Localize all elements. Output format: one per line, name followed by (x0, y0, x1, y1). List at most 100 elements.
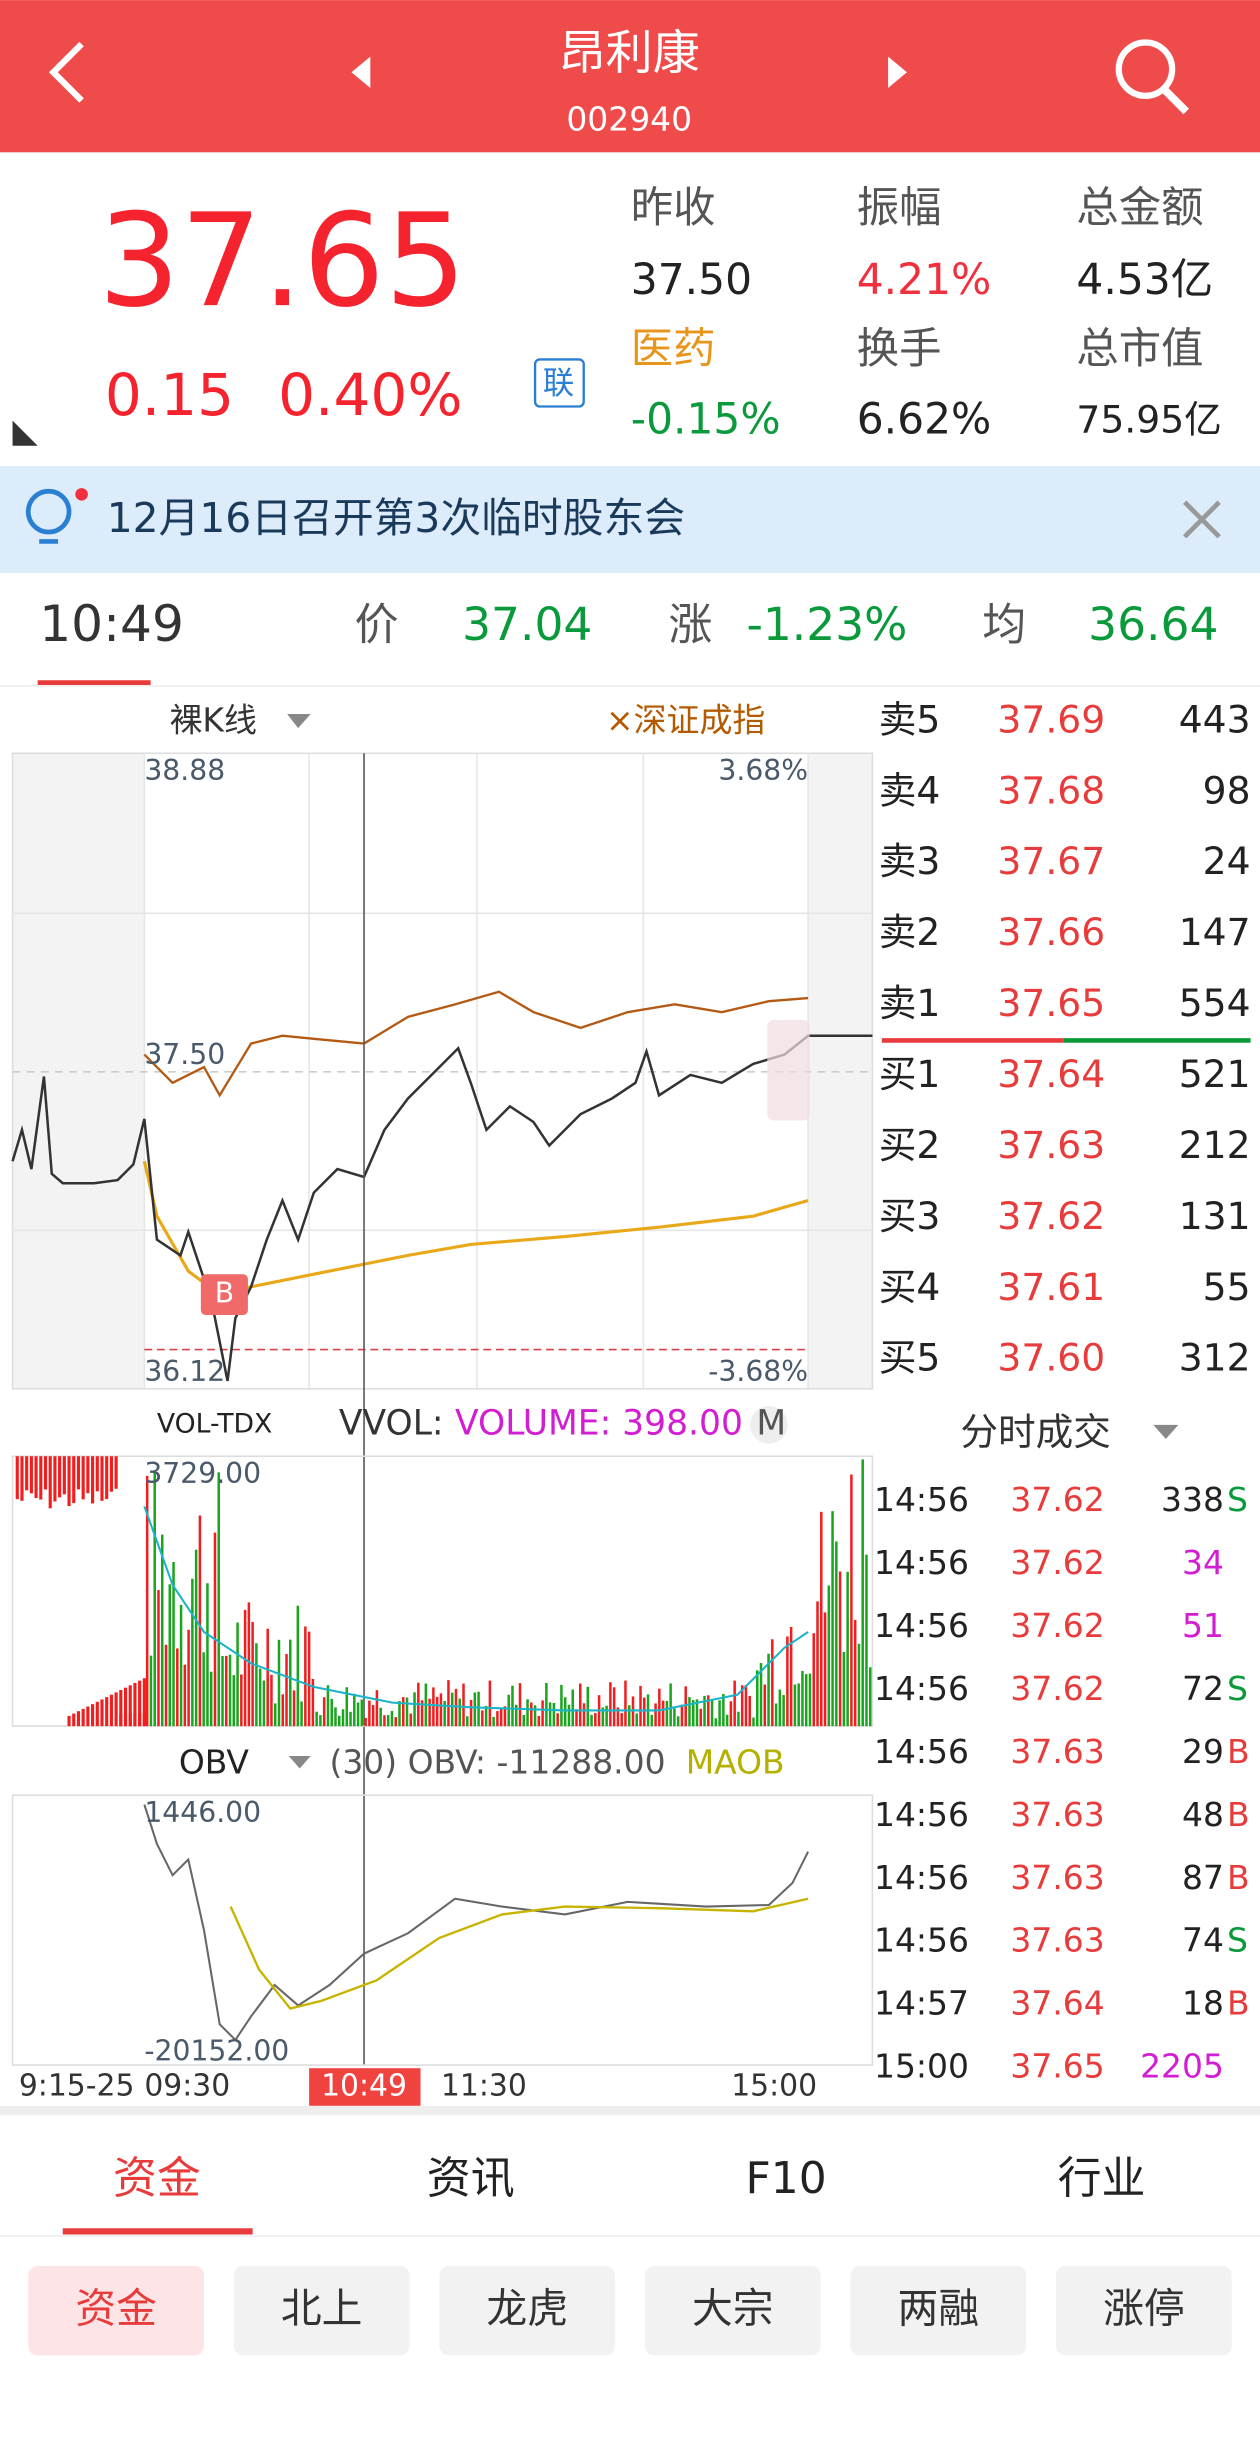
subtab-button[interactable] (233, 2265, 410, 2356)
volume-bar (285, 1654, 288, 1727)
volume-bar (138, 1680, 142, 1727)
volume-bar (247, 1602, 251, 1727)
subtab-label[interactable]: 北上 (281, 2284, 363, 2332)
volume-indicator[interactable]: VOL-TDX (157, 1408, 272, 1439)
trade-price: 37.64 (1010, 1984, 1104, 2023)
obv-name[interactable]: OBV (179, 1742, 250, 1781)
volume-bar (827, 1585, 831, 1727)
subtab-button[interactable] (439, 2265, 616, 2356)
tab[interactable]: 行业 (1058, 2153, 1146, 2204)
next-stock[interactable] (888, 56, 907, 88)
volume-bar (168, 1584, 172, 1727)
volume-bar (67, 1456, 71, 1507)
volume-bar (737, 1711, 740, 1727)
volume-bar (81, 1456, 85, 1500)
volume-bar (194, 1549, 198, 1727)
subtab-label[interactable]: 龙虎 (486, 2284, 568, 2332)
volume-bar (560, 1684, 563, 1727)
volume-bar (439, 1693, 443, 1727)
volume-bar (91, 1456, 95, 1504)
trade-price: 37.63 (1010, 1795, 1104, 1834)
trade-flag: S (1227, 1921, 1248, 1960)
stat-label[interactable]: 医药 (631, 324, 716, 373)
stat-value: 4.53亿 (1076, 255, 1213, 304)
back-button[interactable] (48, 41, 84, 103)
subtab-label[interactable]: 大宗 (692, 2284, 774, 2332)
trades-title[interactable]: 分时成交 (960, 1410, 1111, 1454)
book-price: 37.66 (997, 910, 1105, 954)
last-price: 37.65 (98, 187, 466, 336)
volume-bar (774, 1703, 778, 1727)
volume-bar (345, 1687, 349, 1727)
subtab-button[interactable] (850, 2265, 1027, 2356)
book-level: 卖2 (879, 910, 941, 954)
cursor-change: -1.23% (746, 598, 907, 651)
trade-price: 37.63 (1010, 1858, 1104, 1897)
volume-bar (586, 1686, 590, 1727)
volume-bar (25, 1456, 29, 1491)
volume-bar (273, 1703, 277, 1727)
tab[interactable]: F10 (746, 2153, 827, 2204)
subtab-label[interactable]: 涨停 (1103, 2284, 1185, 2332)
volume-bar (469, 1699, 473, 1727)
volume-bar (481, 1710, 484, 1727)
volume-bar (105, 1456, 109, 1500)
book-price: 37.63 (997, 1123, 1105, 1167)
volume-bar (432, 1687, 435, 1727)
trades-dropdown[interactable] (1153, 1424, 1179, 1439)
volume-bar (353, 1693, 356, 1727)
volume-bar (853, 1620, 857, 1727)
volume-bar (499, 1709, 503, 1727)
volume-bar (356, 1702, 360, 1727)
volume-bar (718, 1700, 721, 1727)
trade-price: 37.62 (1010, 1606, 1104, 1645)
volume-bar (72, 1713, 76, 1727)
trade-time: 14:56 (874, 1921, 969, 1960)
tab[interactable]: 资讯 (427, 2153, 515, 2204)
volume-bar (123, 1687, 128, 1727)
volume-bar (725, 1714, 729, 1727)
volume-bar (695, 1699, 699, 1727)
volume-bar (537, 1715, 541, 1727)
volume-bar (797, 1683, 800, 1727)
close-notice[interactable] (1183, 500, 1221, 539)
volume-bar (684, 1686, 687, 1727)
price-change: 0.15 (105, 361, 234, 429)
trade-time: 14:57 (874, 1984, 969, 2023)
stat-value: 37.50 (631, 255, 752, 304)
volume-bar (488, 1680, 492, 1727)
subtab-label[interactable]: 资金 (75, 2284, 157, 2332)
book-volume: 312 (1179, 1336, 1251, 1380)
volume-bar (533, 1705, 537, 1727)
search-button[interactable] (1115, 39, 1190, 115)
volume-bar (300, 1701, 303, 1727)
volume-bar (270, 1674, 273, 1727)
volume-bar (105, 1697, 109, 1727)
mode-dropdown[interactable] (287, 714, 311, 729)
volume-bar (680, 1704, 684, 1727)
volume-bar (548, 1702, 552, 1727)
notice-bar[interactable] (0, 466, 1260, 573)
volume-bar (39, 1456, 43, 1500)
volume-bar (76, 1456, 81, 1490)
volume-bar (808, 1673, 812, 1727)
subtab-button[interactable] (1056, 2265, 1232, 2356)
volume-bar (209, 1671, 213, 1727)
volume-bar (34, 1456, 38, 1499)
tab[interactable]: 资金 (113, 2153, 201, 2204)
overlay-index[interactable]: ×深证成指 (606, 700, 765, 739)
stat-label: 换手 (857, 324, 942, 373)
subtab-button[interactable] (28, 2265, 204, 2356)
y-bottom-label: 36.12 (144, 1355, 225, 1388)
volume-bar (635, 1713, 639, 1727)
volume-bar (514, 1704, 518, 1727)
volume-bar (349, 1711, 352, 1727)
subtab-label[interactable]: 两融 (898, 2284, 980, 2332)
volume-bar (179, 1604, 183, 1727)
chart-mode[interactable]: 裸K线 (169, 700, 256, 739)
subtab-button[interactable] (644, 2265, 821, 2356)
book-level: 卖3 (879, 839, 941, 883)
trade-flag: B (1227, 1984, 1250, 2023)
prev-stock[interactable] (351, 56, 371, 88)
